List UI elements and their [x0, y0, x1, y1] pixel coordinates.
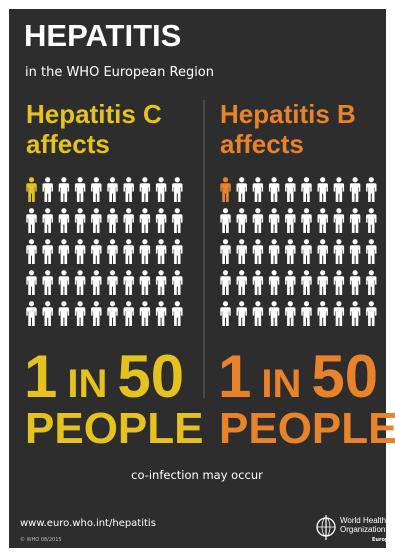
copyright: © WHO 08/2015 [20, 536, 62, 543]
ratio-total: 50 [311, 343, 378, 410]
ratio-joiner: IN [67, 362, 107, 406]
ratio-unit: PEOPLE [25, 404, 204, 453]
subtitle: in the WHO European Region [25, 65, 214, 80]
url: www.euro.who.int/hepatitis [20, 518, 156, 529]
ratio-count: 1 [24, 343, 57, 410]
ratio-count: 1 [218, 343, 251, 410]
region: Europe [372, 537, 392, 543]
ratio: 1 IN 50 [24, 343, 184, 410]
who-logo [316, 515, 336, 540]
title: HEPATITIS [24, 18, 181, 53]
ratio-total: 50 [117, 343, 184, 410]
panel-heading: Hepatitis B [220, 99, 356, 129]
ratio-joiner: IN [261, 362, 301, 406]
ratio: 1 IN 50 [218, 343, 378, 410]
panel-heading: affects [26, 129, 110, 159]
org-name: World Health [340, 516, 386, 525]
panel-heading: Hepatitis C [26, 99, 162, 129]
note: co-infection may occur [131, 468, 263, 482]
panel-heading: affects [220, 129, 304, 159]
ratio-unit: PEOPLE [219, 404, 395, 453]
org-name: Organization [340, 525, 385, 534]
